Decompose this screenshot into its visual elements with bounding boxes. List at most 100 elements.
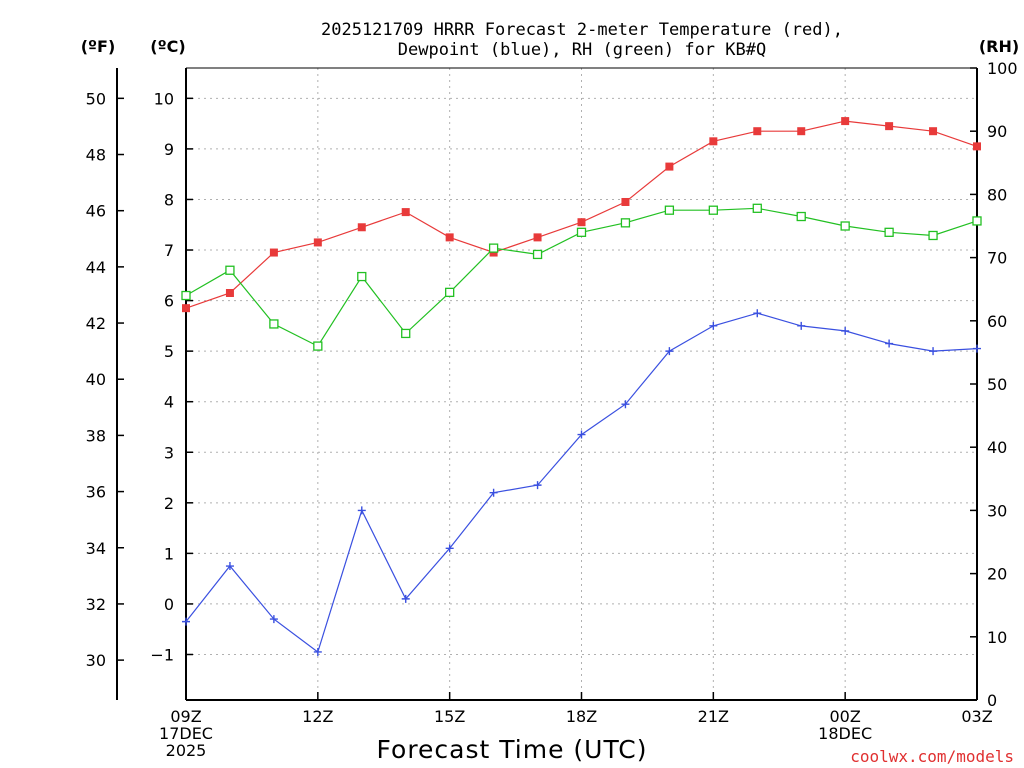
fahrenheit-tick-label: 46: [86, 202, 106, 221]
rh-tick-label: 90: [987, 122, 1007, 141]
dewpoint-point: [182, 617, 190, 626]
temperature-point: [445, 233, 454, 242]
celsius-tick-label: 2: [164, 494, 174, 513]
dewpoint-point: [489, 488, 498, 497]
dewpoint-point: [973, 344, 981, 353]
temperature-point: [577, 218, 586, 227]
rh-point: [664, 205, 675, 215]
rh-point: [532, 249, 543, 260]
x-tick-label: 00Z: [830, 707, 861, 726]
temperature-point: [885, 122, 894, 131]
rh-tick-label: 40: [987, 438, 1007, 457]
temperature-point: [973, 142, 981, 151]
dewpoint-point: [313, 647, 322, 656]
temperature-point: [357, 223, 366, 232]
dewpoint-point: [885, 339, 894, 348]
temperature-point: [753, 127, 762, 136]
fahrenheit-tick-label: 38: [86, 426, 106, 445]
rh-point: [576, 227, 587, 237]
tick-labels: −101234567891030323436384042444648500102…: [86, 59, 1018, 760]
x-axis-label: Forecast Time (UTC): [377, 735, 648, 764]
rh-point: [796, 211, 806, 222]
dewpoint-point: [577, 430, 586, 439]
rh-tick-label: 10: [987, 628, 1007, 647]
series-rh: [181, 203, 982, 351]
rh-point: [445, 287, 455, 298]
rh-tick-label: 70: [987, 249, 1007, 268]
rh-point: [620, 218, 631, 228]
dewpoint-point: [621, 400, 630, 409]
dewpoint-point: [445, 544, 454, 553]
rh-point: [752, 203, 762, 213]
fahrenheit-tick-label: 40: [86, 370, 106, 389]
temperature-point: [841, 117, 850, 126]
rh-point: [313, 341, 323, 351]
celsius-tick-label: 10: [154, 89, 174, 108]
fahrenheit-tick-label: 48: [86, 146, 106, 165]
fahrenheit-tick-label: 50: [86, 89, 106, 108]
temperature-point: [269, 248, 278, 257]
dewpoint-point: [797, 321, 806, 330]
dewpoint-point: [533, 481, 542, 490]
celsius-tick-label: 8: [164, 190, 174, 209]
celsius-tick-label: 6: [164, 292, 174, 311]
rh-point: [269, 319, 279, 329]
grid: [186, 68, 977, 700]
axes: [116, 67, 978, 701]
rh-tick-label: 30: [987, 501, 1007, 520]
dewpoint-point: [929, 347, 938, 356]
x-tick-label: 03Z: [961, 707, 992, 726]
rh-tick-label: 20: [987, 565, 1007, 584]
rh-point: [181, 290, 191, 301]
dewpoint-point: [269, 615, 278, 624]
credit-label[interactable]: coolwx.com/models: [850, 747, 1014, 766]
x-tick-label: 17DEC: [159, 724, 213, 743]
rh-point: [840, 221, 850, 231]
celsius-tick-label: 0: [164, 595, 174, 614]
x-tick-label: 09Z: [170, 707, 201, 726]
temperature-point: [709, 137, 718, 146]
celsius-tick-label: 7: [164, 241, 174, 260]
x-tick-label: 12Z: [302, 707, 333, 726]
rh-point: [884, 227, 894, 237]
fahrenheit-tick-label: 32: [86, 595, 106, 614]
celsius-tick-label: 1: [164, 544, 174, 563]
chart-title-line2: Dewpoint (blue), RH (green) for KB#Q: [398, 40, 766, 60]
temperature-point: [533, 233, 542, 242]
temperature-point: [665, 162, 674, 171]
rh-tick-label: 80: [987, 185, 1007, 204]
dewpoint-point: [401, 594, 410, 603]
x-tick-label: 15Z: [434, 707, 465, 726]
rh-unit-label: (RH): [979, 37, 1019, 56]
rh-tick-label: 0: [987, 691, 997, 710]
temperature-point: [797, 127, 806, 136]
rh-point: [357, 271, 367, 282]
rh-tick-label: 60: [987, 312, 1007, 331]
x-tick-label: 18Z: [566, 707, 597, 726]
rh-point: [928, 230, 938, 241]
rh-tick-label: 100: [987, 59, 1018, 78]
dewpoint-point: [225, 562, 234, 571]
x-tick-label: 2025: [166, 741, 207, 760]
rh-point: [708, 205, 718, 215]
celsius-tick-label: 3: [164, 443, 174, 462]
celsius-tick-label: 9: [164, 140, 174, 159]
dewpoint-point: [665, 347, 674, 356]
series-dewpoint: [182, 309, 981, 656]
data-series: [181, 117, 982, 656]
fahrenheit-tick-label: 36: [86, 483, 106, 502]
rh-tick-label: 50: [987, 375, 1007, 394]
celsius-unit-label: (ºC): [150, 37, 185, 56]
chart-title-line1: 2025121709 HRRR Forecast 2-meter Tempera…: [321, 20, 843, 40]
rh-point: [225, 265, 235, 275]
temperature-point: [225, 288, 234, 297]
x-tick-label: 21Z: [698, 707, 729, 726]
dewpoint-point: [841, 326, 850, 335]
x-tick-label: 18DEC: [818, 724, 872, 743]
temperature-point: [313, 238, 322, 247]
celsius-tick-label: −1: [150, 645, 174, 664]
rh-point: [488, 243, 499, 253]
fahrenheit-tick-label: 34: [86, 539, 106, 558]
temperature-point: [182, 304, 190, 313]
